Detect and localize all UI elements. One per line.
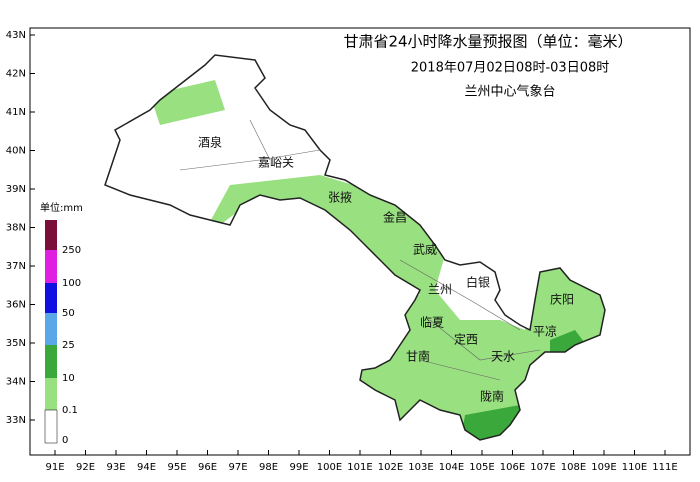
latitude-label: 38N (6, 223, 26, 234)
longitude-label: 107E (530, 462, 555, 473)
latitude-label: 40N (6, 146, 26, 157)
map-frame (29, 27, 691, 456)
latitude-label: 36N (6, 300, 26, 311)
longitude-label: 95E (167, 462, 186, 473)
title: 甘肃省24小时降水量预报图（单位：毫米） (343, 33, 632, 51)
latitude-label: 43N (6, 30, 26, 41)
legend-label: 0 (62, 435, 68, 446)
longitude-label: 110E (622, 462, 647, 473)
longitude-label: 102E (378, 462, 403, 473)
latitude-label: 35N (6, 338, 26, 349)
city-label: 临夏 (420, 316, 444, 330)
city-label: 金昌 (383, 210, 407, 225)
longitude-label: 97E (228, 462, 247, 473)
longitude-label: 99E (289, 462, 308, 473)
legend-label: 100 (62, 278, 81, 289)
city-label: 兰州 (428, 283, 452, 297)
city-label: 酒泉 (198, 136, 222, 150)
latitude-label: 33N (6, 415, 26, 426)
city-label: 张掖 (328, 191, 352, 205)
latitude-label: 34N (6, 377, 26, 388)
latitude-label: 39N (6, 184, 26, 195)
legend-label: 50 (62, 308, 75, 319)
longitude-label: 109E (591, 462, 616, 473)
latitude-label: 42N (6, 69, 26, 80)
city-label: 平凉 (533, 324, 557, 339)
longitude-label: 91E (45, 462, 64, 473)
legend-label: 250 (62, 245, 81, 256)
longitude-label: 104E (439, 462, 464, 473)
period: 2018年07月02日08时-03日08时 (411, 61, 610, 76)
longitude-label: 103E (408, 462, 433, 473)
legend-label: 25 (62, 340, 75, 351)
latitude-label: 37N (6, 261, 26, 272)
longitude-label: 98E (259, 462, 278, 473)
city-label: 武威 (413, 243, 437, 257)
issuer: 兰州中心气象台 (464, 84, 555, 100)
longitude-label: 105E (469, 462, 494, 473)
legend: 单位:mm (40, 201, 83, 444)
longitude-label: 93E (106, 462, 125, 473)
latitude-label: 41N (6, 107, 26, 118)
city-label: 庆阳 (550, 293, 574, 307)
legend-label: 0.1 (62, 405, 78, 416)
legend-unit: 单位:mm (40, 201, 83, 214)
longitude-label: 106E (500, 462, 525, 473)
longitude-label: 108E (561, 462, 586, 473)
longitude-label: 92E (76, 462, 95, 473)
longitude-label: 101E (347, 462, 372, 473)
longitude-label: 96E (198, 462, 217, 473)
legend-label: 10 (62, 373, 75, 384)
longitude-label: 94E (137, 462, 156, 473)
city-label: 陇南 (480, 389, 504, 404)
city-label: 白银 (466, 275, 490, 290)
longitude-label: 111E (652, 462, 677, 473)
city-label: 天水 (491, 350, 515, 364)
longitude-label: 100E (317, 462, 342, 473)
city-label: 甘南 (406, 349, 430, 364)
city-label: 嘉峪关 (258, 156, 294, 170)
city-label: 定西 (454, 332, 478, 347)
